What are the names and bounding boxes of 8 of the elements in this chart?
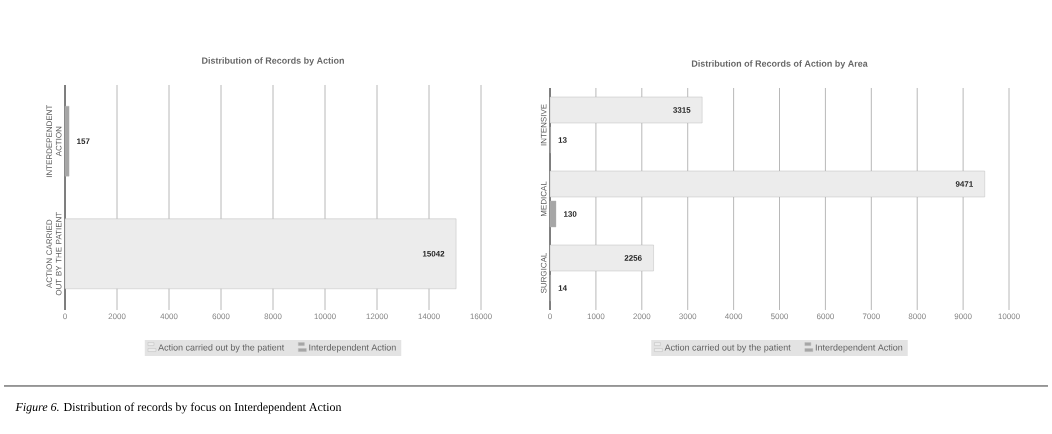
chart-title: Distribution of Records by Action [202,57,344,66]
legend-label: Interdependent Action [815,344,903,353]
chart-title: Distribution of Records of Action by Area [691,60,868,69]
legend-label: Interdependent Action [309,344,396,353]
legend-label: Action carried out by the patient [158,344,285,353]
bar [549,200,557,228]
text: Figure 6. Distribution of records by focus on Interdependent Action [15,402,342,414]
legend-label: Action carried out by the patient [664,344,791,353]
